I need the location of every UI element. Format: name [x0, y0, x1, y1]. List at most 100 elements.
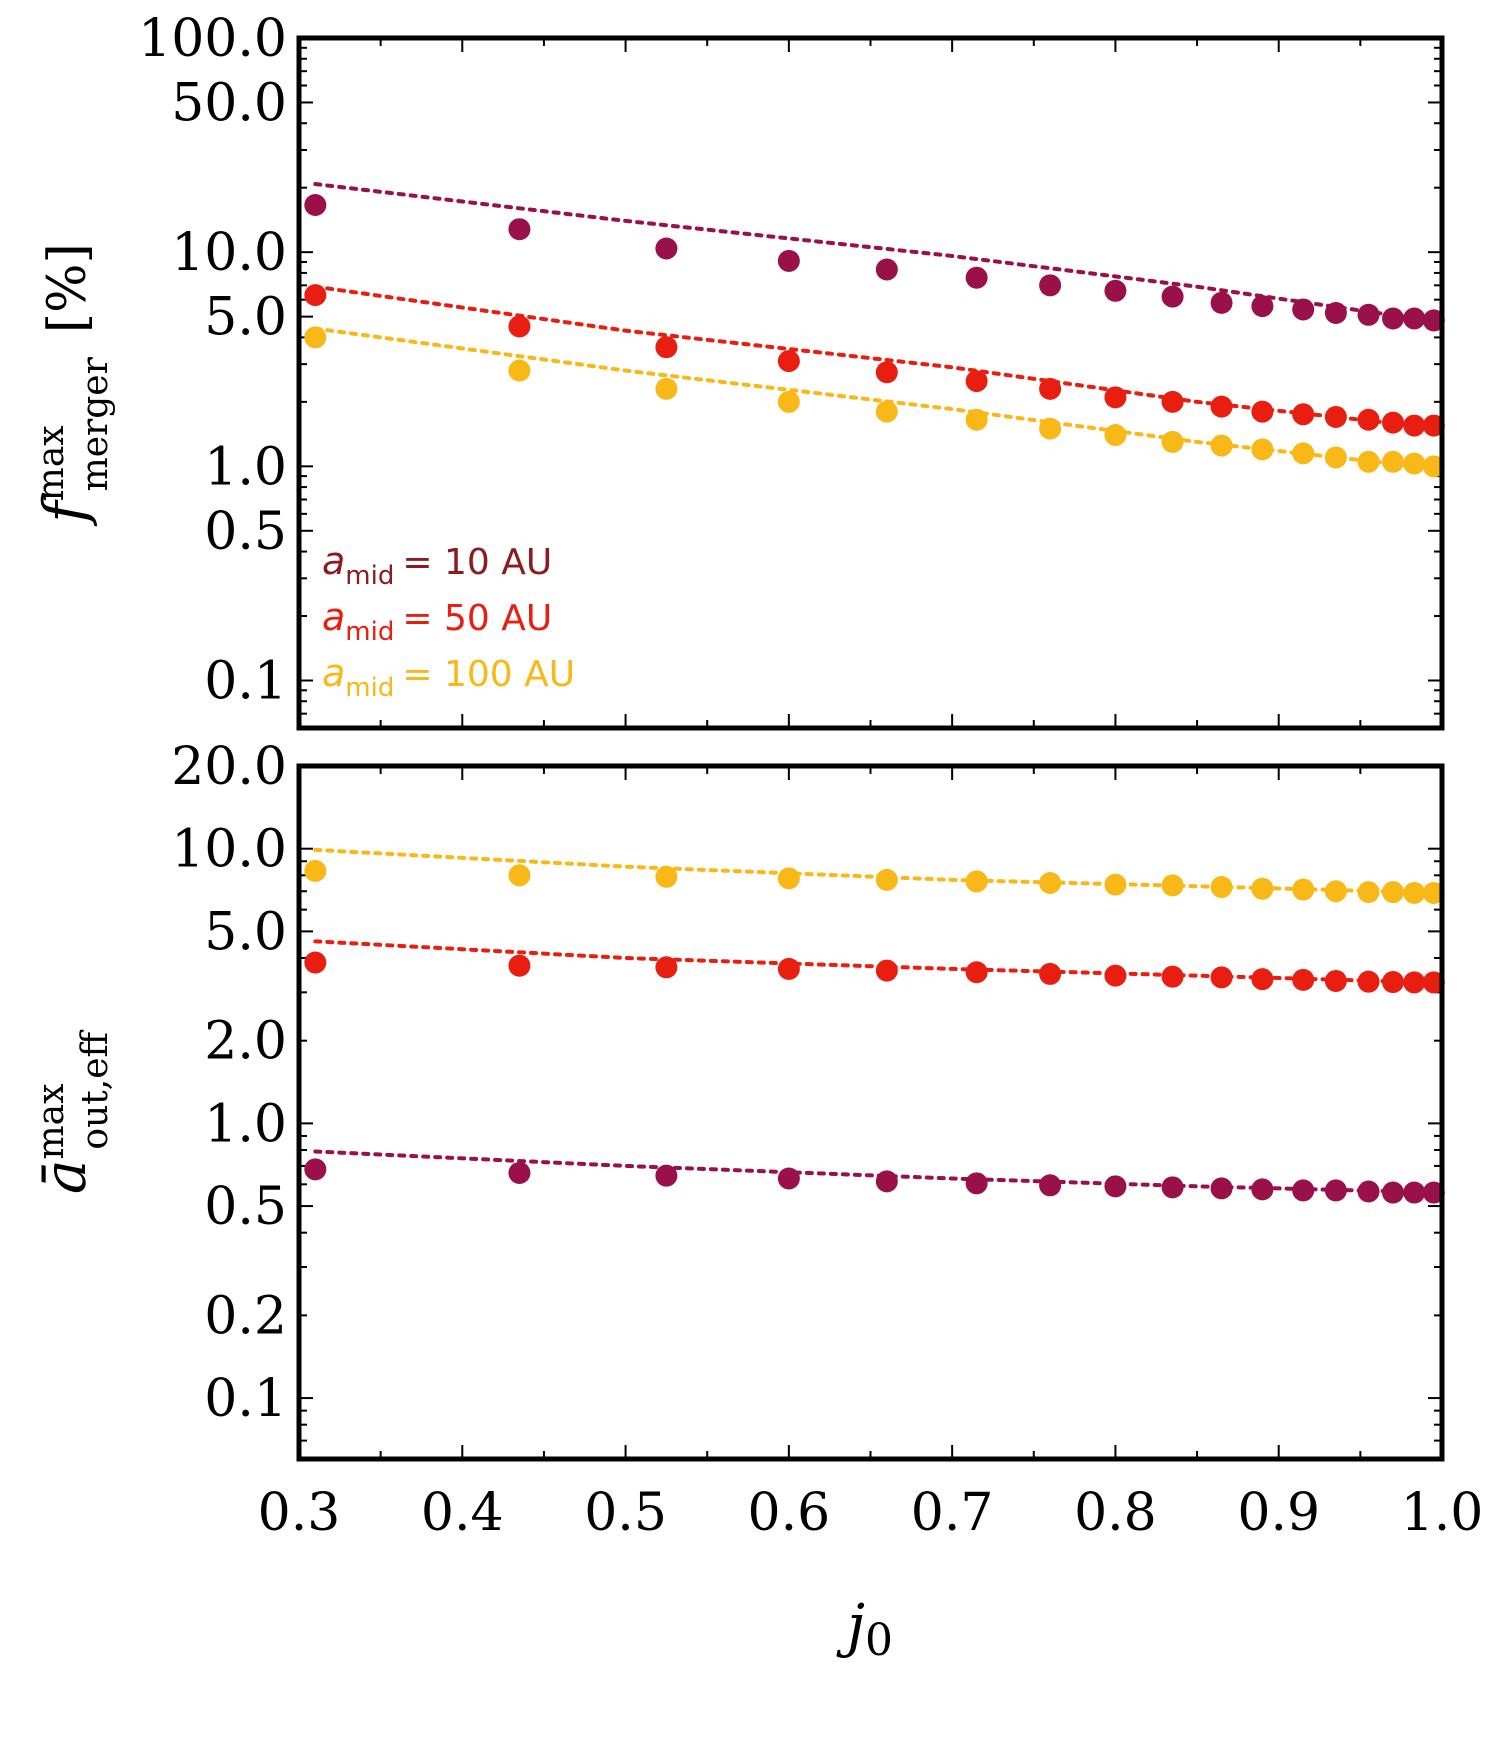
bottom-data-point — [508, 864, 531, 887]
x-tick-label: 0.4 — [421, 1483, 504, 1543]
bottom-data-point — [1422, 1181, 1445, 1204]
top-data-point — [1382, 450, 1405, 473]
top-data-point — [508, 359, 531, 382]
top-ylabel-sup: max — [31, 425, 72, 501]
x-tick-label: 0.7 — [911, 1483, 994, 1543]
top-data-point — [1422, 414, 1445, 437]
top-data-point — [1422, 309, 1445, 332]
bottom-data-point — [1382, 881, 1405, 904]
bottom-data-point — [1104, 873, 1127, 896]
top-data-point — [1039, 274, 1062, 297]
top-data-point — [777, 390, 800, 413]
bottom-plot-frame — [296, 763, 1445, 1462]
bottom-data-point — [875, 959, 898, 982]
bottom-data-point — [1104, 964, 1127, 987]
bottom-ylabel-symbol: ā — [31, 1159, 99, 1194]
x-tick-label: 1.0 — [1401, 1483, 1484, 1543]
top-data-point — [1104, 279, 1127, 302]
top-data-point — [1210, 434, 1233, 457]
top-y-axis-title: fmaxmerger[%] — [31, 243, 116, 527]
bottom-data-point — [304, 951, 327, 974]
top-data-point — [655, 336, 678, 359]
bottom-data-point — [1403, 881, 1426, 904]
top-data-point — [777, 350, 800, 373]
x-tick-label: 0.9 — [1237, 1483, 1320, 1543]
bottom-y-tick-label: 1.0 — [204, 1094, 287, 1154]
top-y-tick-label: 50.0 — [171, 73, 287, 133]
bottom-data-point — [1357, 1180, 1380, 1203]
bottom-data-point — [1251, 968, 1274, 991]
top-data-point — [1324, 405, 1347, 428]
svg-text:āmaxout,eff: āmaxout,eff — [31, 1030, 116, 1195]
bottom-data-point — [1382, 1181, 1405, 1204]
bottom-data-point — [1104, 1175, 1127, 1198]
bottom-data-point — [1210, 1177, 1233, 1200]
bottom-y-tick-label: 10.0 — [171, 820, 287, 880]
top-data-point — [1357, 450, 1380, 473]
bottom-y-tick-label: 20.0 — [171, 737, 287, 797]
top-data-point — [1403, 414, 1426, 437]
top-data-point — [875, 258, 898, 281]
top-data-point — [875, 361, 898, 384]
bottom-data-point — [1422, 881, 1445, 904]
bottom-data-point — [1382, 971, 1405, 994]
top-y-tick-label: 5.0 — [204, 288, 287, 348]
svg-text:fmaxmerger[%]: fmaxmerger[%] — [31, 243, 116, 527]
bottom-data-points — [304, 859, 1445, 1204]
top-data-point — [655, 377, 678, 400]
bottom-y-tick-label: 5.0 — [204, 902, 287, 962]
top-data-point — [1039, 377, 1062, 400]
top-data-point — [1403, 307, 1426, 330]
bottom-data-point — [965, 961, 988, 984]
legend-entry-50au: amid = 50 AU — [322, 595, 552, 647]
top-data-point — [1292, 298, 1315, 321]
bottom-data-point — [777, 1167, 800, 1190]
bottom-data-point — [304, 859, 327, 882]
bottom-y-tick-labels: 20.0 10.0 5.0 2.0 1.0 0.5 0.2 0.1 — [171, 737, 287, 1429]
bottom-y-tick-label: 0.2 — [204, 1286, 287, 1346]
bottom-data-point — [1422, 971, 1445, 994]
top-data-point — [965, 370, 988, 393]
top-data-point — [1161, 430, 1184, 453]
bottom-panel: 20.0 10.0 5.0 2.0 1.0 0.5 0.2 0.1 āmaxout,eff — [31, 737, 1445, 1462]
top-y-tick-label: 10.0 — [171, 223, 287, 283]
top-y-tick-label: 1.0 — [204, 437, 287, 497]
bottom-y-tick-label: 2.0 — [204, 1012, 287, 1072]
bottom-data-point — [655, 865, 678, 888]
bottom-data-point — [1039, 1174, 1062, 1197]
top-data-point — [1104, 424, 1127, 447]
top-data-point — [1251, 295, 1274, 318]
top-fit-line-0 — [313, 182, 1444, 325]
x-tick-labels: 0.3 0.4 0.5 0.6 0.7 0.8 0.9 1.0 — [258, 1483, 1484, 1543]
top-data-point — [655, 237, 678, 260]
bottom-y-axis-title: āmaxout,eff — [31, 1030, 116, 1195]
top-y-tick-label: 100.0 — [138, 9, 287, 69]
top-data-point — [777, 249, 800, 272]
top-ylabel-unit: [%] — [38, 243, 98, 333]
legend-entry-10au: amid = 10 AU — [322, 539, 552, 591]
top-data-point — [304, 284, 327, 307]
bottom-data-point — [1161, 1176, 1184, 1199]
bottom-data-point — [1161, 874, 1184, 897]
top-data-point — [1292, 403, 1315, 426]
top-data-point — [1039, 417, 1062, 440]
x-tick-label: 0.6 — [748, 1483, 831, 1543]
bottom-ylabel-sub: out,eff — [75, 1030, 116, 1150]
top-data-point — [1382, 307, 1405, 330]
bottom-data-point — [1210, 876, 1233, 899]
top-data-point — [1161, 390, 1184, 413]
bottom-data-point — [655, 1164, 678, 1187]
bottom-data-point — [1292, 968, 1315, 991]
top-y-tick-label: 0.1 — [204, 651, 287, 711]
bottom-data-point — [1357, 881, 1380, 904]
legend: amid = 10 AU amid = 50 AU amid = 100 AU — [322, 539, 575, 703]
bottom-fit-lines — [313, 847, 1444, 1195]
bottom-data-point — [304, 1158, 327, 1181]
bottom-data-point — [1251, 1178, 1274, 1201]
bottom-data-point — [1403, 1181, 1426, 1204]
top-data-point — [1104, 386, 1127, 409]
bottom-fit-line-0 — [313, 847, 1444, 895]
bottom-data-point — [1324, 969, 1347, 992]
bottom-data-point — [1292, 878, 1315, 901]
